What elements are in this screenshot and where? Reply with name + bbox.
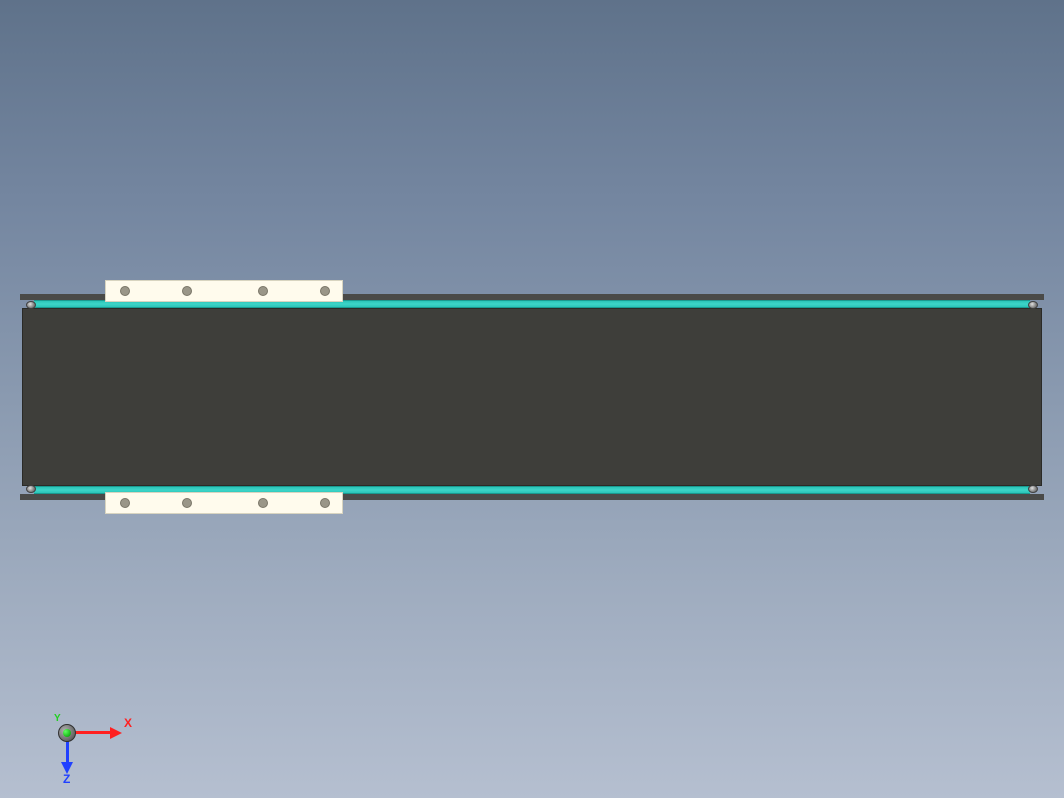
mounting-hole — [320, 286, 330, 296]
mounting-hole — [182, 498, 192, 508]
conveyor-belt-surface — [22, 308, 1042, 486]
mounting-hole — [258, 286, 268, 296]
corner-bolt-top-left — [26, 301, 36, 309]
z-axis-label: Z — [63, 772, 70, 786]
x-axis-line — [74, 731, 114, 734]
mounting-hole — [258, 498, 268, 508]
cad-viewport[interactable]: X Z Y — [0, 0, 1064, 798]
corner-bolt-bottom-right — [1028, 485, 1038, 493]
corner-bolt-bottom-left — [26, 485, 36, 493]
coordinate-axis-indicator[interactable]: X Z Y — [50, 708, 130, 768]
mounting-plate-bottom — [105, 492, 343, 514]
z-axis-line — [66, 740, 69, 764]
x-axis-label: X — [124, 716, 132, 730]
mounting-hole — [182, 286, 192, 296]
x-axis-arrow-icon — [110, 727, 122, 739]
corner-bolt-top-right — [1028, 301, 1038, 309]
mounting-plate-top — [105, 280, 343, 302]
axis-origin-sphere — [58, 724, 76, 742]
mounting-hole — [320, 498, 330, 508]
mounting-hole — [120, 286, 130, 296]
y-axis-label: Y — [54, 713, 61, 724]
y-axis-dot-icon — [63, 729, 71, 737]
conveyor-model[interactable] — [20, 280, 1044, 514]
mounting-hole — [120, 498, 130, 508]
